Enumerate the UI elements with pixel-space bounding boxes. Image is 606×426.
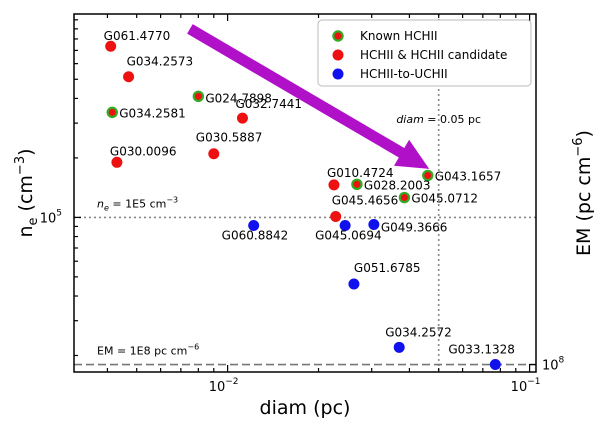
point-g051.6785 <box>348 278 360 290</box>
point-labels: G024.7898 G034.2581 G028.2003 G043.1657 G045… <box>104 29 515 356</box>
plot-frame <box>73 13 537 373</box>
y2-axis-label: EM (pc cm−6) <box>571 130 595 256</box>
point-g045.4656 <box>330 211 342 223</box>
point-label-g032.7441: G032.7441 <box>235 97 302 111</box>
point-label-g024.7898: G024.7898 <box>205 91 272 105</box>
point-label-g045.0694: G045.0694 <box>315 228 382 242</box>
point-g034.2581 <box>106 106 118 119</box>
point-g060.8842 <box>248 219 260 231</box>
ref-label-diam: diam = 0.05 pc <box>396 113 481 126</box>
axis-ticks: 10−2 10−1 105 108 <box>40 14 565 395</box>
y-tick-label: 105 <box>40 208 62 226</box>
point-g045.0694 <box>339 219 351 231</box>
point-g030.0096 <box>111 156 123 168</box>
x-tick-label: 10−1 <box>511 377 541 395</box>
point-label-g030.5887: G030.5887 <box>196 131 263 145</box>
legend-marker <box>332 49 344 61</box>
legend-box <box>317 19 532 87</box>
point-g034.2572 <box>393 341 405 353</box>
data-points <box>105 40 501 371</box>
legend-label: Known HCHII <box>360 29 438 43</box>
point-label-g045.0712: G045.0712 <box>411 192 478 206</box>
trend-arrow-shape <box>187 24 430 169</box>
reference-lines: diam = 0.05 pc ne = 1E5 cm−3 EM = 1E8 pc c… <box>74 14 536 372</box>
point-g028.2003 <box>351 178 363 191</box>
point-g061.4770 <box>105 40 117 52</box>
x-tick-label: 10−2 <box>209 377 239 395</box>
point-label-g060.8842: G060.8842 <box>222 228 289 242</box>
y-axis-label: ne (cm−3) <box>13 148 41 237</box>
point-g045.0712 <box>398 191 411 204</box>
point-g024.7898 <box>192 90 205 103</box>
point-label-g010.4724: G010.4724 <box>327 166 394 180</box>
point-g049.3666 <box>368 219 380 231</box>
point-label-g045.4656: G045.4656 <box>332 194 399 208</box>
point-label-g034.2573: G034.2573 <box>127 55 194 69</box>
point-label-g034.2572: G034.2572 <box>385 325 452 339</box>
point-g010.4724 <box>328 179 340 191</box>
legend-label: HCHII-to-UCHII <box>360 67 448 81</box>
point-label-g033.1328: G033.1328 <box>448 343 515 357</box>
point-g033.1328 <box>489 359 501 371</box>
point-label-g034.2581: G034.2581 <box>119 106 186 120</box>
ref-label-em: EM = 1E8 pc cm−6 <box>97 343 199 358</box>
ref-label-ne: ne = 1E5 cm−3 <box>97 195 178 212</box>
point-g030.5887 <box>208 148 220 160</box>
point-label-g049.3666: G049.3666 <box>381 221 448 235</box>
point-g034.2573 <box>123 71 135 83</box>
trend-arrow <box>187 24 430 169</box>
point-label-g028.2003: G028.2003 <box>364 178 431 192</box>
legend-marker <box>332 30 344 42</box>
point-label-g061.4770: G061.4770 <box>104 29 171 43</box>
legend-marker <box>332 68 344 80</box>
x-axis-label: diam (pc) <box>260 397 351 419</box>
y2-tick-label: 108 <box>542 356 565 374</box>
point-g032.7441 <box>236 112 248 124</box>
point-label-g030.0096: G030.0096 <box>110 144 177 158</box>
legend-label: HCHII & HCHII candidate <box>360 48 507 62</box>
legend: Known HCHII HCHII & HCHII candidate HCHII-… <box>317 19 532 87</box>
point-label-g043.1657: G043.1657 <box>435 169 502 183</box>
point-label-g051.6785: G051.6785 <box>354 261 421 275</box>
point-g043.1657 <box>422 169 434 182</box>
